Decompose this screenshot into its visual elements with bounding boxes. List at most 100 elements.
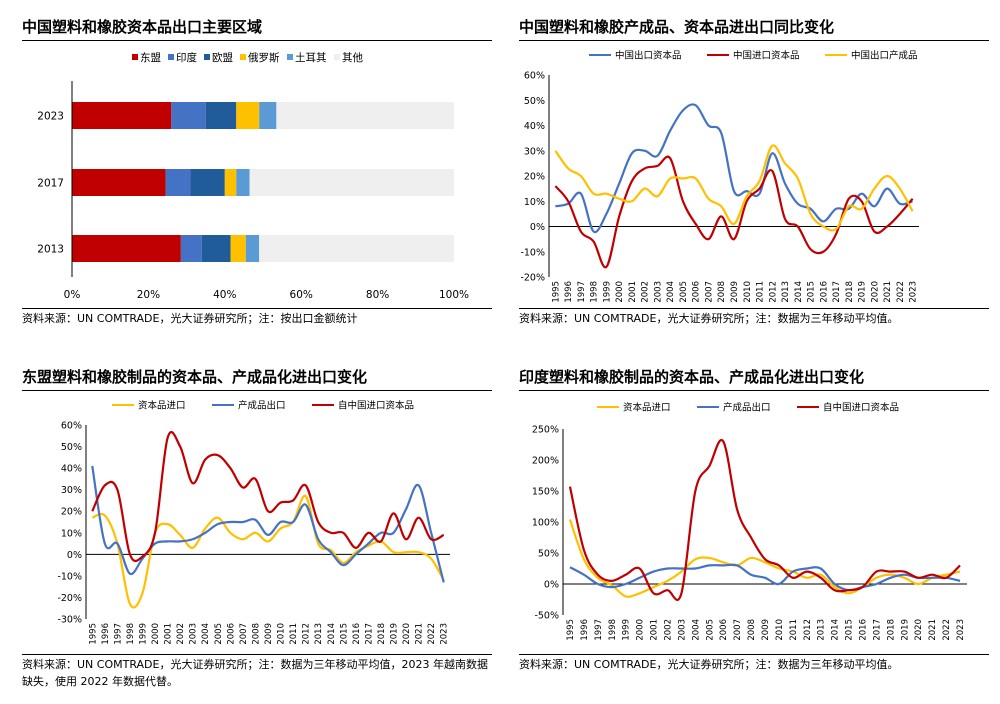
legend-swatch <box>204 54 210 60</box>
x-tick-label: 2009 <box>730 281 740 303</box>
x-tick-label: 2022 <box>942 619 952 641</box>
x-tick-label: 2001 <box>628 281 638 303</box>
x-tick-label: 2010 <box>775 619 785 641</box>
category-label: 2013 <box>37 244 64 256</box>
series-line <box>568 519 961 598</box>
source-divider <box>22 308 492 309</box>
bar-segment <box>259 102 277 129</box>
legend-label: 印度 <box>176 51 197 64</box>
x-tick-label: 2008 <box>717 281 727 303</box>
y-tick-label: 250% <box>532 425 559 436</box>
x-tick-label: 2016 <box>819 281 829 303</box>
x-tick-label: 2009 <box>761 619 771 641</box>
bar-segment <box>236 102 260 129</box>
x-tick-label: 40% <box>213 289 236 301</box>
x-tick-label: 2018 <box>886 619 896 641</box>
y-tick-label: -30% <box>57 615 82 626</box>
y-tick-label: 0% <box>530 222 545 233</box>
chart-title: 印度塑料和橡胶制品的资本品、产成品化进出口变化 <box>519 368 865 386</box>
x-tick-label: 2013 <box>817 619 827 641</box>
x-tick-label: 2018 <box>377 623 387 645</box>
x-tick-label: 1998 <box>590 281 600 303</box>
legend-label: 产成品出口 <box>238 400 286 412</box>
legend-swatch <box>334 54 340 60</box>
line-chart: 中国出口资本品 中国进口资本品 中国出口产成品 -20% -10% 0% 10% 20% 30%… <box>520 50 919 303</box>
series-line <box>91 465 445 583</box>
x-tick-label: 2015 <box>339 623 349 645</box>
y-tick-label: 40% <box>61 464 82 475</box>
x-tick-label: 2003 <box>189 623 199 645</box>
x-tick-label: 2005 <box>705 619 715 641</box>
y-tick-label: 30% <box>524 146 545 157</box>
bar-segment <box>72 235 181 262</box>
panel-china-yoy: 中国塑料和橡胶产成品、资本品进出口同比变化 中国出口资本品 中国进口资本品 中国出口… <box>519 0 989 340</box>
legend-label: 东盟 <box>140 51 161 64</box>
x-tick-label: 2010 <box>743 281 753 303</box>
legend-label: 土耳其 <box>295 51 327 64</box>
x-tick-label: 1999 <box>622 619 632 641</box>
chart-title: 中国塑料和橡胶产成品、资本品进出口同比变化 <box>519 18 835 36</box>
x-tick-label: 1996 <box>564 281 574 303</box>
x-tick-label: 2021 <box>883 281 893 303</box>
x-tick-label: 1997 <box>113 623 123 645</box>
x-tick-label: 2019 <box>390 623 400 645</box>
legend-label: 中国出口产成品 <box>851 50 918 62</box>
y-tick-label: -50% <box>534 611 559 622</box>
x-tick-label: 2002 <box>641 281 651 303</box>
x-tick-label: 1996 <box>580 619 590 641</box>
x-tick-label: 2006 <box>692 281 702 303</box>
x-tick-label: 2012 <box>768 281 778 303</box>
x-tick-label: 2007 <box>239 623 249 645</box>
x-tick-label: 2007 <box>733 619 743 641</box>
x-tick-label: 2008 <box>251 623 261 645</box>
bar-segment <box>72 102 172 129</box>
x-tick-label: 2004 <box>691 619 701 641</box>
x-tick-label: 2018 <box>845 281 855 303</box>
y-tick-label: 100% <box>532 518 559 529</box>
y-tick-label: 60% <box>524 71 545 82</box>
y-tick-label: 10% <box>61 528 82 539</box>
series-line <box>554 144 914 232</box>
x-tick-label: 2014 <box>831 619 841 641</box>
y-tick-label: -20% <box>57 593 82 604</box>
series-line <box>569 563 961 592</box>
stacked-bar-chart: 东盟 印度 欧盟 俄罗斯 土耳其 其他 2023 2017 2013 0% 20% 40% 60% 80%… <box>37 51 469 301</box>
x-tick-label: 2020 <box>870 281 880 303</box>
y-tick-label: 50% <box>61 442 82 453</box>
source-divider <box>519 308 989 309</box>
y-tick-label: -10% <box>520 247 545 258</box>
y-tick-label: 0% <box>67 550 82 561</box>
title-divider <box>22 390 492 391</box>
y-tick-label: 30% <box>61 485 82 496</box>
x-tick-label: 0% <box>64 289 81 301</box>
x-tick-label: 2005 <box>679 281 689 303</box>
series-line <box>91 431 445 563</box>
bar-segment <box>259 235 454 262</box>
x-tick-label: 2002 <box>663 619 673 641</box>
y-tick-label: -10% <box>57 571 82 582</box>
bar-segment <box>165 169 191 196</box>
legend-label: 资本品进口 <box>138 400 186 412</box>
category-label: 2017 <box>37 178 64 190</box>
legend-label: 资本品进口 <box>623 402 671 414</box>
bar-segment <box>236 169 250 196</box>
x-tick-label: 1995 <box>566 619 576 641</box>
x-tick-label: 2023 <box>440 623 450 645</box>
x-tick-label: 1997 <box>577 281 587 303</box>
x-tick-label: 2000 <box>615 281 625 303</box>
panel-asean-trade: 东盟塑料和橡胶制品的资本品、产成品化进出口变化 资本品进口 产成品出口 自中国进口资… <box>22 352 492 704</box>
series-line <box>568 438 961 601</box>
y-tick-label: 20% <box>524 172 545 183</box>
chart-title: 中国塑料和橡胶资本品出口主要区域 <box>22 18 263 36</box>
y-tick-label: 10% <box>524 197 545 208</box>
x-tick-label: 2003 <box>677 619 687 641</box>
x-tick-label: 2021 <box>928 619 938 641</box>
x-tick-label: 2010 <box>277 623 287 645</box>
bar-segment <box>180 235 202 262</box>
x-tick-label: 2000 <box>151 623 161 645</box>
x-tick-label: 2007 <box>704 281 714 303</box>
legend-label: 产成品出口 <box>723 402 771 414</box>
x-tick-label: 80% <box>366 289 389 301</box>
x-tick-label: 2015 <box>845 619 855 641</box>
x-tick-label: 1998 <box>608 619 618 641</box>
